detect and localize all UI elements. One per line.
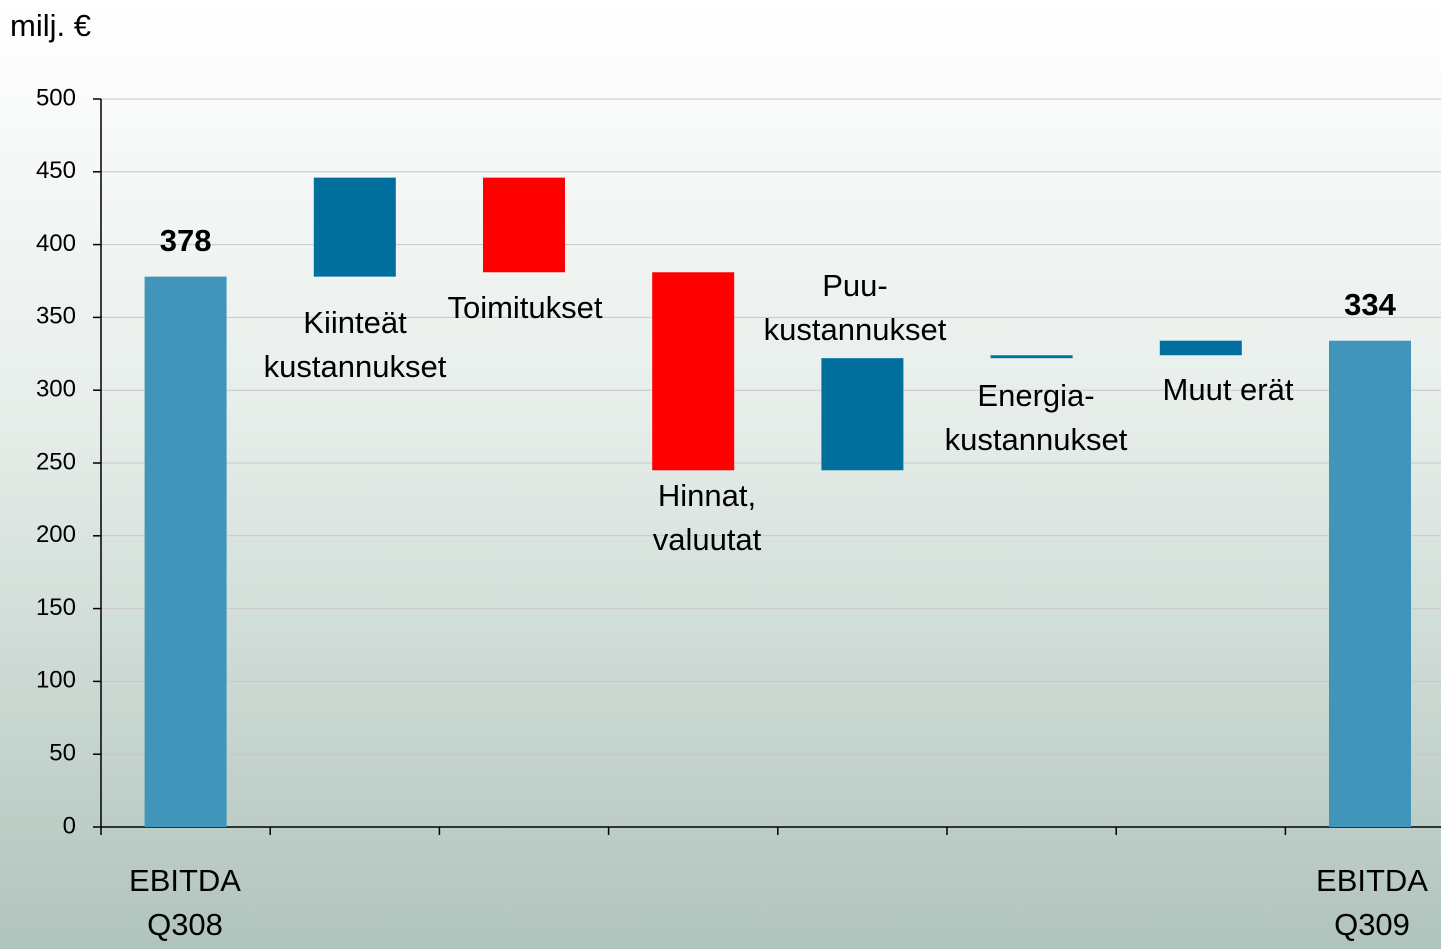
category-label: Energia-: [977, 378, 1094, 413]
bar: [1329, 340, 1411, 827]
bar: [483, 177, 565, 273]
y-tick-label: 450: [36, 157, 76, 184]
category-label: Muut erät: [1163, 372, 1294, 407]
value-label: 334: [1344, 287, 1396, 322]
y-tick-label: 400: [36, 230, 76, 257]
category-label: kustannukset: [764, 312, 947, 347]
category-label: kustannukset: [264, 349, 447, 384]
y-tick-label: 350: [36, 303, 76, 330]
category-label: Q308: [147, 907, 223, 942]
bar: [313, 177, 396, 277]
category-label: Hinnat,: [658, 478, 756, 513]
y-tick-label: 0: [63, 812, 76, 839]
category-label: Kiinteät: [303, 305, 407, 340]
y-tick-label: 250: [36, 448, 76, 475]
category-label: EBITDA: [1316, 863, 1428, 898]
bar: [1159, 340, 1242, 356]
category-label: valuutat: [653, 522, 762, 557]
bar: [652, 272, 735, 471]
bar: [144, 276, 227, 828]
bar: [990, 355, 1073, 359]
value-label: 378: [160, 223, 212, 258]
y-tick-label: 200: [36, 521, 76, 548]
bar: [821, 358, 904, 471]
category-label: EBITDA: [129, 863, 241, 898]
y-tick-label: 100: [36, 667, 76, 694]
y-axis-label: milj. €: [10, 8, 91, 43]
category-label: Toimitukset: [447, 290, 602, 325]
y-tick-label: 300: [36, 376, 76, 403]
category-label: Puu-: [822, 268, 887, 303]
category-label: kustannukset: [945, 422, 1128, 457]
y-tick-label: 500: [36, 84, 76, 111]
category-label: Q309: [1334, 907, 1410, 942]
y-tick-label: 50: [49, 740, 76, 767]
y-tick-label: 150: [36, 594, 76, 621]
